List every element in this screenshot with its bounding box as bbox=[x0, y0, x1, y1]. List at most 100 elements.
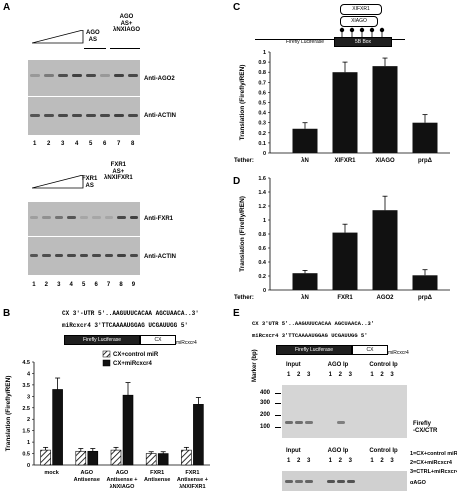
category-label: XIAGO bbox=[375, 158, 395, 164]
band-fxr1 bbox=[129, 216, 138, 219]
lane-number: 2 bbox=[338, 458, 342, 464]
blot-label-fxr1: Anti-FXR1 bbox=[144, 216, 173, 222]
panel-d-letter: D bbox=[233, 176, 241, 187]
lane-number: 7 bbox=[117, 141, 121, 147]
ago-band bbox=[326, 480, 335, 483]
lane-number: 3 bbox=[307, 372, 311, 378]
e-construct-firefly: Firefly Luciferase bbox=[276, 345, 352, 355]
band-actin bbox=[128, 114, 138, 117]
chart-c: 0 0.1 0.2 0.3 0.4 0.5 0.6 0.7 0.8 0.9 1 Translation… bbox=[234, 50, 450, 164]
bar bbox=[40, 449, 51, 466]
e-seq-cx-utr: CX 3'UTR 5'..AAGUUUCACAA AGCUAACA..3' bbox=[252, 320, 375, 327]
band-actin bbox=[86, 114, 96, 117]
seq-mircxcr4: miRcxcr4 3'TTCAAAAUGGAG UCGAUUGG 5' bbox=[62, 322, 189, 329]
y-tick-label: 1 bbox=[263, 50, 266, 56]
marker-value: 200 bbox=[260, 412, 271, 418]
bar bbox=[332, 72, 358, 153]
fxr1as-header: FXR1 AS bbox=[82, 176, 98, 189]
category-label: FXR1 bbox=[185, 470, 199, 476]
lane-number: 2 bbox=[380, 372, 384, 378]
bar bbox=[87, 450, 99, 466]
key-1: 1=CX+control miR bbox=[410, 451, 457, 457]
bar bbox=[157, 453, 169, 466]
y-tick-label: 0.4 bbox=[258, 260, 267, 266]
panel-a-letter: A bbox=[3, 2, 11, 13]
bar bbox=[181, 449, 192, 466]
y-tick-label: 0.2 bbox=[258, 274, 266, 280]
bar bbox=[52, 389, 63, 466]
y-tick-label: 0.8 bbox=[258, 70, 266, 76]
lane-number: 3 bbox=[348, 372, 352, 378]
lane-numbers-bottom: 1 2 3 4 5 6 7 8 9 bbox=[28, 282, 140, 290]
rtpcr-band bbox=[305, 421, 313, 424]
lane-number: 5 bbox=[82, 282, 86, 288]
lane-number: 7 bbox=[106, 282, 111, 288]
construct-c-firefly: Firefly Luciferase bbox=[286, 39, 325, 45]
category-label: AGO bbox=[116, 470, 129, 476]
ip-group-header: Control Ip bbox=[369, 362, 398, 368]
category-label: λN bbox=[301, 158, 309, 164]
band-actin bbox=[72, 114, 82, 117]
y-tick-label: 2.5 bbox=[22, 406, 30, 412]
lane-number: 1 bbox=[328, 458, 332, 464]
bar bbox=[292, 273, 318, 290]
rtpcr-band bbox=[285, 421, 293, 424]
marker-tick bbox=[275, 393, 281, 394]
construct-line bbox=[255, 39, 405, 40]
band-actin-2 bbox=[67, 254, 76, 257]
fxr1as-nxifxr1-header: FXR1 AS+ λNXIFXR1 bbox=[104, 162, 133, 182]
band-fxr1 bbox=[104, 216, 114, 219]
marker-tick bbox=[275, 427, 281, 428]
lane-number: 6 bbox=[103, 141, 107, 147]
band-ago2 bbox=[128, 74, 138, 77]
band-actin-2 bbox=[129, 254, 138, 257]
ip-group-header: Control Ip bbox=[369, 448, 398, 454]
legend-swatch bbox=[102, 359, 111, 367]
lane-number: 3 bbox=[57, 282, 61, 288]
band-fxr1 bbox=[42, 216, 51, 219]
bar bbox=[122, 394, 134, 466]
band-actin-2 bbox=[42, 254, 51, 257]
marker-ticks: 400 300 200 100 bbox=[260, 385, 282, 438]
category-label: FXR1 bbox=[150, 470, 164, 476]
panel-e-letter: E bbox=[233, 308, 240, 319]
band-ago2 bbox=[86, 74, 96, 77]
bar bbox=[372, 210, 398, 290]
lane-number: 2 bbox=[44, 282, 48, 288]
bar bbox=[110, 449, 122, 466]
band-ago2 bbox=[58, 74, 68, 77]
y-tick-label: 1.2 bbox=[258, 204, 266, 210]
y-tick-label: 4 bbox=[27, 371, 31, 377]
lane-number: 2 bbox=[338, 372, 342, 378]
blot-label-ago2: Anti-AGO2 bbox=[144, 76, 175, 82]
category-label: Antisense + bbox=[106, 477, 137, 483]
band-actin-2 bbox=[30, 254, 39, 257]
header-rule bbox=[110, 48, 140, 49]
e-seq-mircxcr4: miRcxcr4 3'TTCAAAAUGGAG UCGAUUGG 5' bbox=[252, 332, 368, 339]
y-tick-label: 1.6 bbox=[258, 176, 266, 182]
lane-number: 1 bbox=[370, 372, 374, 378]
lane-number: 5 bbox=[89, 141, 93, 147]
band-fxr1 bbox=[67, 216, 76, 219]
y-tick-label: 4.5 bbox=[22, 360, 30, 366]
protein-xiago: XIAGO bbox=[340, 16, 378, 27]
marker-tick bbox=[275, 415, 281, 416]
lane-number: 3 bbox=[390, 372, 394, 378]
panel-b-letter: B bbox=[3, 308, 11, 319]
tether-label: Tether: bbox=[234, 158, 254, 164]
category-label: Antisense + bbox=[177, 477, 208, 483]
ip-group-header: AGO Ip bbox=[327, 448, 349, 454]
category-label: AGO2 bbox=[376, 295, 394, 301]
lane-number: 1 bbox=[32, 282, 36, 288]
y-tick-label: 0.5 bbox=[22, 452, 30, 458]
lane-numbers-top: 1 2 3 4 5 6 7 8 bbox=[28, 141, 140, 149]
lane-number: 1 bbox=[287, 458, 291, 464]
bar bbox=[145, 453, 157, 466]
ago-band bbox=[346, 480, 355, 483]
bar bbox=[412, 122, 438, 153]
category-label: prpΔ bbox=[418, 295, 433, 301]
key-2: 2=CX+miRcxcr4 bbox=[410, 460, 452, 466]
agoas-header: AGO AS bbox=[86, 30, 100, 43]
e-construct-side: miRcxcr4 bbox=[388, 350, 409, 356]
y-tick-label: 0 bbox=[27, 463, 30, 469]
